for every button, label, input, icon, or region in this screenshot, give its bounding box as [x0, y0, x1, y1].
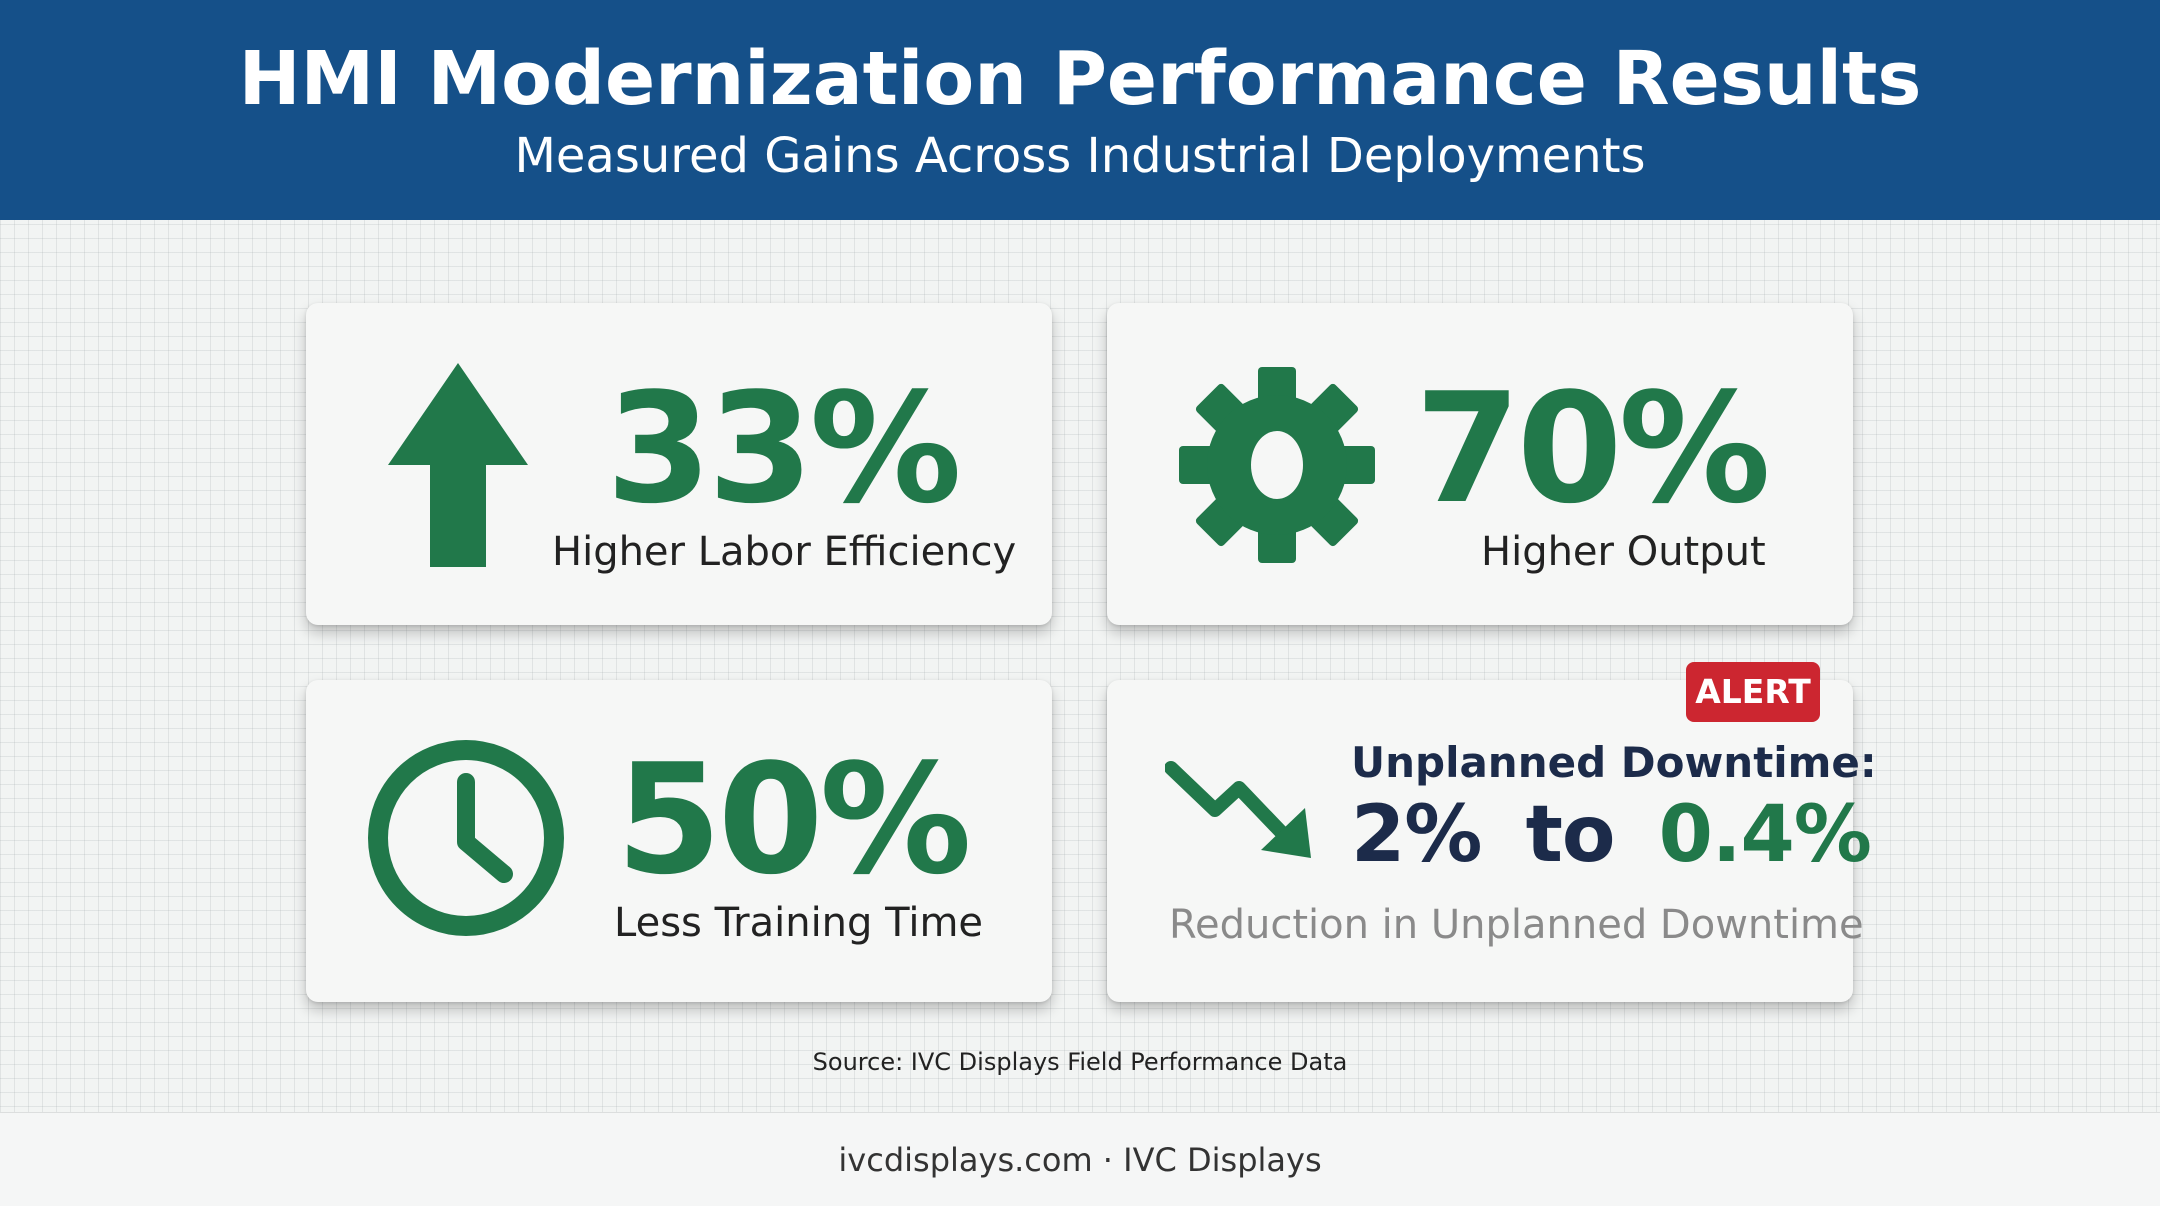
page-title: HMI Modernization Performance Results — [238, 36, 1922, 122]
stat-value: 33% — [606, 360, 962, 537]
stat-card-training-time: 50% Less Training Time — [306, 680, 1052, 1002]
stat-value: 50% — [616, 731, 972, 908]
downtime-to-value: 0.4% — [1658, 790, 1872, 880]
stat-card-output: 70% Higher Output — [1107, 303, 1853, 625]
up-arrow-icon — [388, 363, 528, 567]
downtime-range: 2% to 0.4% — [1351, 790, 1872, 880]
downtime-connector: to — [1525, 790, 1616, 880]
header-banner: HMI Modernization Performance Results Me… — [0, 0, 2160, 220]
stat-card-labor-efficiency: 33% Higher Labor Efficiency — [306, 303, 1052, 625]
stat-label: Reduction in Unplanned Downtime — [1169, 902, 1864, 948]
trend-down-arrow-icon — [1165, 761, 1311, 858]
source-note: Source: IVC Displays Field Performance D… — [812, 1048, 1348, 1076]
stat-label: Higher Output — [1481, 529, 1766, 575]
downtime-heading: Unplanned Downtime: — [1351, 738, 1877, 787]
footer: ivcdisplays.com · IVC Displays — [0, 1112, 2160, 1206]
stat-label: Less Training Time — [614, 900, 984, 946]
footer-text: ivcdisplays.com · IVC Displays — [838, 1141, 1322, 1179]
clock-icon — [368, 740, 564, 936]
alert-badge: ALERT — [1686, 662, 1820, 722]
page-subtitle: Measured Gains Across Industrial Deploym… — [514, 128, 1646, 184]
stat-value: 70% — [1415, 360, 1771, 537]
stat-card-downtime: Unplanned Downtime: 2% to 0.4% Reduction… — [1107, 680, 1877, 1002]
gear-icon — [1179, 367, 1375, 563]
stat-label: Higher Labor Efficiency — [552, 529, 1017, 575]
downtime-from-value: 2% — [1351, 790, 1482, 880]
